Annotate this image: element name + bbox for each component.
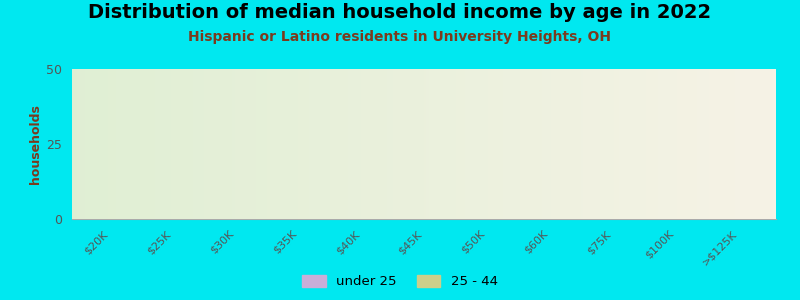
Bar xyxy=(721,171,755,219)
Text: Distribution of median household income by age in 2022: Distribution of median household income … xyxy=(89,3,711,22)
Bar xyxy=(93,165,127,219)
Bar xyxy=(218,159,253,219)
Text: Hispanic or Latino residents in University Heights, OH: Hispanic or Latino residents in Universi… xyxy=(189,30,611,44)
Bar xyxy=(658,177,693,219)
Legend: under 25, 25 - 44: under 25, 25 - 44 xyxy=(297,269,503,293)
Text: City-Data.com: City-Data.com xyxy=(650,75,723,85)
Y-axis label: households: households xyxy=(29,104,42,184)
Bar xyxy=(281,93,315,219)
